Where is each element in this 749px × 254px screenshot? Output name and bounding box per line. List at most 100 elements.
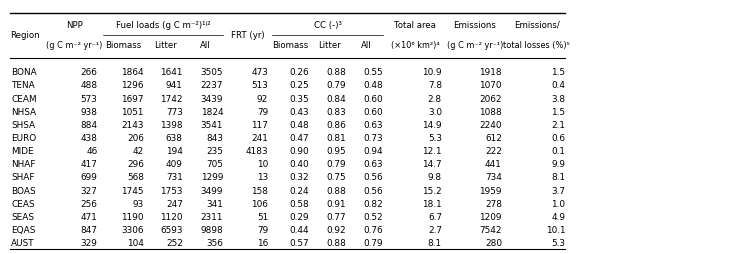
Text: 1864: 1864 <box>121 68 144 77</box>
Text: 705: 705 <box>206 160 223 169</box>
Text: 4183: 4183 <box>246 147 268 155</box>
Text: 0.44: 0.44 <box>290 225 309 234</box>
Text: 3505: 3505 <box>201 68 223 77</box>
Text: Emissions: Emissions <box>453 21 497 30</box>
Text: 7.8: 7.8 <box>428 81 442 90</box>
Text: 0.77: 0.77 <box>327 212 346 221</box>
Text: CC (-)³: CC (-)³ <box>314 21 342 30</box>
Text: FRT (yr): FRT (yr) <box>231 31 265 40</box>
Text: 158: 158 <box>251 186 268 195</box>
Text: 1.0: 1.0 <box>551 199 565 208</box>
Text: NPP: NPP <box>66 21 82 30</box>
Text: 2237: 2237 <box>201 81 223 90</box>
Text: 0.94: 0.94 <box>364 147 383 155</box>
Text: Region: Region <box>10 31 40 40</box>
Text: 14.9: 14.9 <box>422 120 442 129</box>
Text: SEAS: SEAS <box>11 212 34 221</box>
Text: Litter: Litter <box>154 41 177 50</box>
Text: 1209: 1209 <box>479 212 502 221</box>
Text: 4.9: 4.9 <box>551 212 565 221</box>
Text: 1070: 1070 <box>479 81 502 90</box>
Text: 2.8: 2.8 <box>428 94 442 103</box>
Text: BONA: BONA <box>11 68 37 77</box>
Text: 847: 847 <box>80 225 97 234</box>
Text: (×10⁶ km²)⁴: (×10⁶ km²)⁴ <box>391 41 439 50</box>
Text: 0.25: 0.25 <box>290 81 309 90</box>
Text: 2.7: 2.7 <box>428 225 442 234</box>
Text: (g C m⁻² yr⁻¹): (g C m⁻² yr⁻¹) <box>446 41 503 50</box>
Text: 2.1: 2.1 <box>551 120 565 129</box>
Text: 2240: 2240 <box>479 120 502 129</box>
Text: 252: 252 <box>166 238 183 247</box>
Text: 241: 241 <box>251 134 268 142</box>
Text: Fuel loads (g C m⁻²)¹ʲ²: Fuel loads (g C m⁻²)¹ʲ² <box>116 21 210 30</box>
Text: 14.7: 14.7 <box>422 160 442 169</box>
Text: Biomass: Biomass <box>106 41 142 50</box>
Text: 0.95: 0.95 <box>327 147 346 155</box>
Text: Biomass: Biomass <box>273 41 309 50</box>
Text: 0.92: 0.92 <box>327 225 346 234</box>
Text: MIDE: MIDE <box>11 147 34 155</box>
Text: 441: 441 <box>485 160 502 169</box>
Text: 0.86: 0.86 <box>327 120 346 129</box>
Text: 356: 356 <box>206 238 223 247</box>
Text: 1190: 1190 <box>121 212 144 221</box>
Text: 0.57: 0.57 <box>290 238 309 247</box>
Text: 5.3: 5.3 <box>551 238 565 247</box>
Text: 0.83: 0.83 <box>327 107 346 116</box>
Text: 0.4: 0.4 <box>551 81 565 90</box>
Text: 10: 10 <box>257 160 268 169</box>
Text: 0.43: 0.43 <box>290 107 309 116</box>
Text: 0.60: 0.60 <box>364 94 383 103</box>
Text: 1398: 1398 <box>160 120 183 129</box>
Text: 79: 79 <box>257 107 268 116</box>
Text: 2143: 2143 <box>121 120 144 129</box>
Text: 417: 417 <box>80 160 97 169</box>
Text: 9898: 9898 <box>201 225 223 234</box>
Text: 280: 280 <box>485 238 502 247</box>
Text: NHSA: NHSA <box>11 107 37 116</box>
Text: 13: 13 <box>257 173 268 182</box>
Text: 0.1: 0.1 <box>551 147 565 155</box>
Text: 612: 612 <box>485 134 502 142</box>
Text: 7542: 7542 <box>479 225 502 234</box>
Text: 0.60: 0.60 <box>364 107 383 116</box>
Text: 92: 92 <box>257 94 268 103</box>
Text: 1745: 1745 <box>121 186 144 195</box>
Text: 1918: 1918 <box>479 68 502 77</box>
Text: 513: 513 <box>251 81 268 90</box>
Text: 0.75: 0.75 <box>327 173 346 182</box>
Text: 0.82: 0.82 <box>364 199 383 208</box>
Text: 0.84: 0.84 <box>327 94 346 103</box>
Text: CEAS: CEAS <box>11 199 35 208</box>
Text: BOAS: BOAS <box>11 186 36 195</box>
Text: 46: 46 <box>86 147 97 155</box>
Text: 941: 941 <box>166 81 183 90</box>
Text: 0.6: 0.6 <box>551 134 565 142</box>
Text: 0.52: 0.52 <box>364 212 383 221</box>
Text: EURO: EURO <box>11 134 37 142</box>
Text: 0.58: 0.58 <box>290 199 309 208</box>
Text: 9.9: 9.9 <box>551 160 565 169</box>
Text: (g C m⁻² yr⁻¹): (g C m⁻² yr⁻¹) <box>46 41 103 50</box>
Text: 731: 731 <box>166 173 183 182</box>
Text: 104: 104 <box>127 238 144 247</box>
Text: 0.24: 0.24 <box>290 186 309 195</box>
Text: 9.8: 9.8 <box>428 173 442 182</box>
Text: 0.91: 0.91 <box>327 199 346 208</box>
Text: 18.1: 18.1 <box>422 199 442 208</box>
Text: 0.88: 0.88 <box>326 68 346 77</box>
Text: 0.79: 0.79 <box>327 81 346 90</box>
Text: 235: 235 <box>206 147 223 155</box>
Text: 1697: 1697 <box>121 94 144 103</box>
Text: 10.9: 10.9 <box>422 68 442 77</box>
Text: 1.5: 1.5 <box>551 107 565 116</box>
Text: 1824: 1824 <box>201 107 223 116</box>
Text: 106: 106 <box>251 199 268 208</box>
Text: 1120: 1120 <box>160 212 183 221</box>
Text: 0.48: 0.48 <box>290 120 309 129</box>
Text: 1959: 1959 <box>479 186 502 195</box>
Text: 409: 409 <box>166 160 183 169</box>
Text: 0.88: 0.88 <box>326 238 346 247</box>
Text: 1641: 1641 <box>160 68 183 77</box>
